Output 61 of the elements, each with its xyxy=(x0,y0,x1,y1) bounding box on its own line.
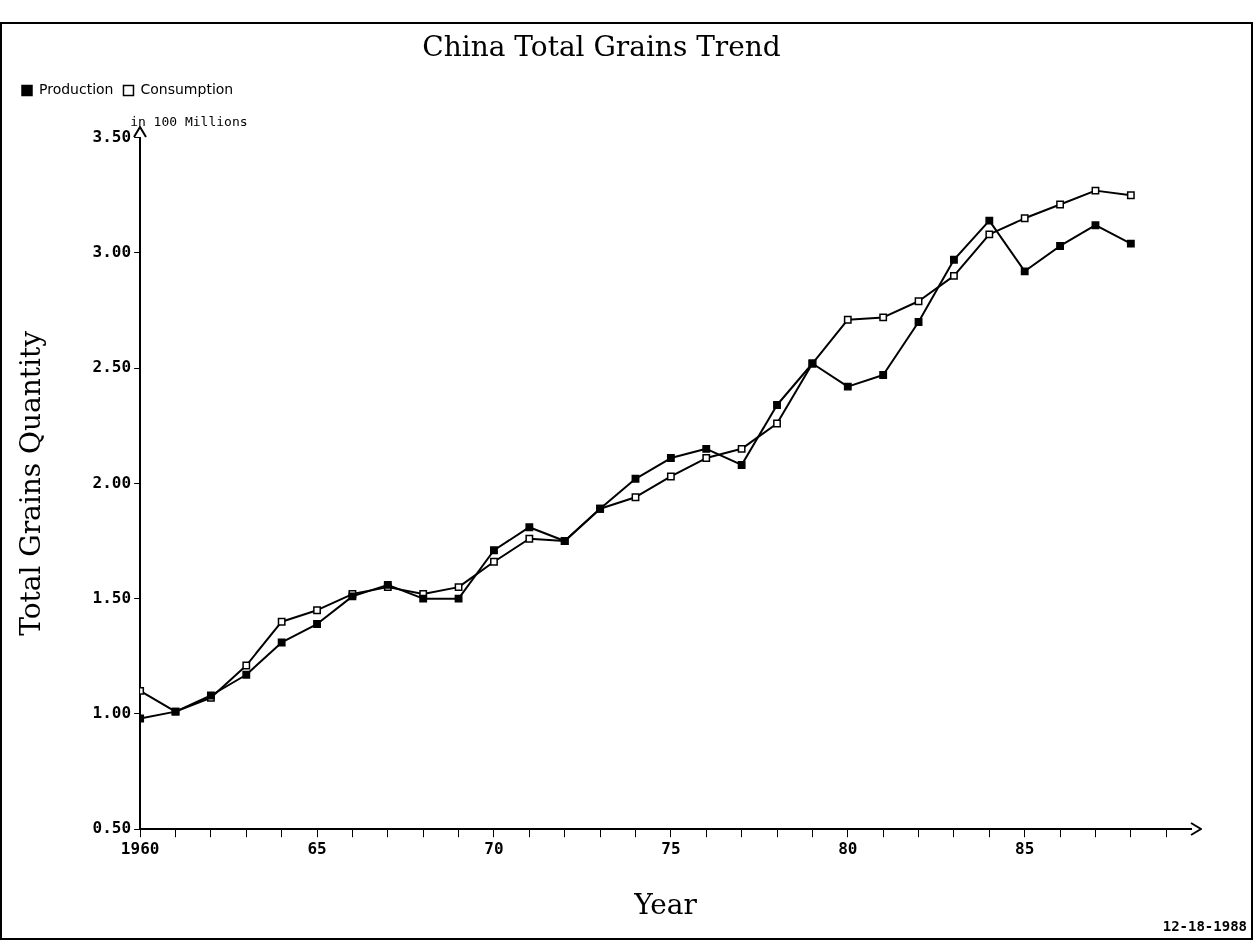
point xyxy=(879,371,888,379)
legend-label: Consumption xyxy=(140,81,234,98)
chart-title: China Total Grains Trend xyxy=(422,30,781,64)
text: in 100 Millions xyxy=(130,114,248,130)
point xyxy=(242,661,251,670)
y-tick-label: 3.00 xyxy=(92,242,132,262)
point xyxy=(914,297,923,306)
point xyxy=(1056,200,1065,209)
point xyxy=(454,594,463,603)
x-tick-label: 1960 xyxy=(120,838,160,858)
x-tick-label: 65 xyxy=(307,838,327,858)
point xyxy=(419,594,428,603)
point xyxy=(1020,214,1029,223)
point xyxy=(313,620,321,628)
point xyxy=(454,583,463,592)
point xyxy=(702,454,711,462)
point xyxy=(1056,242,1065,250)
point xyxy=(985,216,994,225)
point xyxy=(843,382,852,391)
point xyxy=(914,318,923,326)
point xyxy=(1020,267,1029,276)
y-tick-label: 2.50 xyxy=(92,357,132,377)
point xyxy=(950,271,958,280)
point xyxy=(313,606,321,615)
legend-label: Production xyxy=(39,81,114,98)
point xyxy=(666,454,675,462)
y-tick-label: 0.50 xyxy=(92,818,132,838)
point xyxy=(631,493,640,502)
point xyxy=(242,670,251,679)
y-tick-label: 2.00 xyxy=(92,472,132,492)
point xyxy=(985,230,994,239)
point xyxy=(950,255,958,264)
point xyxy=(1091,186,1100,195)
point xyxy=(737,444,746,453)
point xyxy=(737,461,746,469)
point xyxy=(631,474,640,483)
point xyxy=(277,638,286,647)
point xyxy=(666,472,675,481)
point xyxy=(879,313,888,322)
x-tick-label: 80 xyxy=(838,838,858,858)
point xyxy=(1126,239,1135,248)
x-tick-label: 75 xyxy=(661,838,681,858)
x-tick-label: 85 xyxy=(1015,838,1035,858)
y-tick-label: 3.50 xyxy=(92,126,132,146)
point xyxy=(490,557,498,566)
point xyxy=(773,419,781,428)
point xyxy=(1126,191,1135,200)
x-axis-title: Year xyxy=(633,888,698,922)
text: 12-18-1988 xyxy=(1162,917,1247,934)
point xyxy=(773,401,781,409)
point xyxy=(843,315,852,324)
y-tick-label: 1.50 xyxy=(92,587,132,607)
x-tick-label: 70 xyxy=(484,838,504,858)
point xyxy=(490,546,498,555)
point xyxy=(277,617,286,626)
y-axis-title: Total Grains Quantity xyxy=(14,330,48,636)
point xyxy=(525,534,534,543)
y-tick-label: 1.00 xyxy=(92,703,132,723)
point xyxy=(1091,221,1100,230)
point xyxy=(525,523,534,532)
point xyxy=(702,444,711,453)
